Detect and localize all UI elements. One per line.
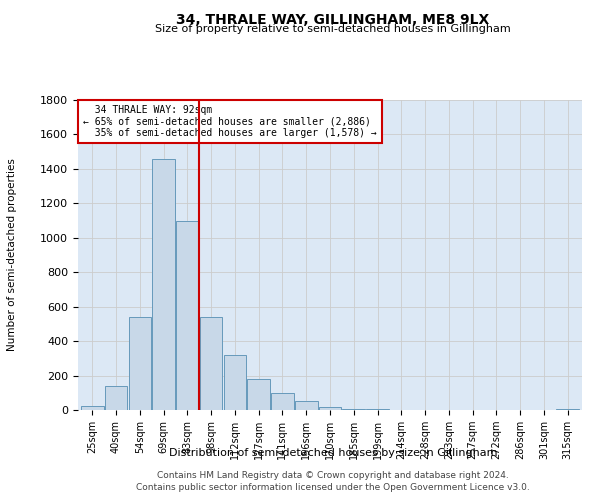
Bar xyxy=(81,406,104,410)
Bar xyxy=(271,393,294,410)
Bar xyxy=(247,379,270,410)
Bar xyxy=(343,409,365,410)
Bar xyxy=(128,317,151,410)
Text: Contains HM Land Registry data © Crown copyright and database right 2024.: Contains HM Land Registry data © Crown c… xyxy=(157,472,509,480)
Text: Size of property relative to semi-detached houses in Gillingham: Size of property relative to semi-detach… xyxy=(155,24,511,34)
Bar xyxy=(176,220,199,410)
Bar xyxy=(152,158,175,410)
Bar xyxy=(200,317,223,410)
Text: 34 THRALE WAY: 92sqm
← 65% of semi-detached houses are smaller (2,886)
  35% of : 34 THRALE WAY: 92sqm ← 65% of semi-detac… xyxy=(83,104,377,138)
Bar xyxy=(105,386,127,410)
Text: Number of semi-detached properties: Number of semi-detached properties xyxy=(7,158,17,352)
Bar xyxy=(556,409,579,410)
Bar xyxy=(295,402,317,410)
Bar xyxy=(224,355,246,410)
Bar xyxy=(319,406,341,410)
Bar xyxy=(366,409,389,410)
Text: 34, THRALE WAY, GILLINGHAM, ME8 9LX: 34, THRALE WAY, GILLINGHAM, ME8 9LX xyxy=(176,12,490,26)
Text: Distribution of semi-detached houses by size in Gillingham: Distribution of semi-detached houses by … xyxy=(169,448,497,458)
Text: Contains public sector information licensed under the Open Government Licence v3: Contains public sector information licen… xyxy=(136,483,530,492)
